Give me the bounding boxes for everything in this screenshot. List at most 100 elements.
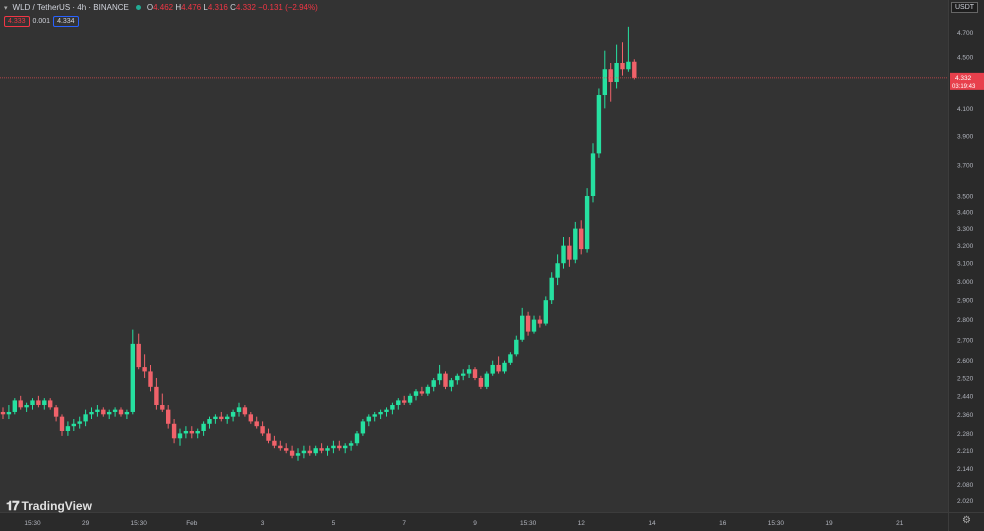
candle[interactable] xyxy=(219,411,224,422)
candle[interactable] xyxy=(260,421,265,436)
candle[interactable] xyxy=(0,407,6,420)
candle[interactable] xyxy=(413,389,419,401)
candle[interactable] xyxy=(236,402,242,417)
candle[interactable] xyxy=(307,445,312,456)
candle[interactable] xyxy=(390,402,395,415)
candle[interactable] xyxy=(525,311,531,336)
candle[interactable] xyxy=(354,430,360,446)
candle[interactable] xyxy=(396,398,401,410)
candle[interactable] xyxy=(30,398,35,410)
candle[interactable] xyxy=(284,443,289,454)
candle[interactable] xyxy=(225,414,230,424)
candle[interactable] xyxy=(319,443,324,454)
candle[interactable] xyxy=(537,315,543,328)
candle[interactable] xyxy=(83,409,88,427)
candle[interactable] xyxy=(590,143,596,203)
price-axis[interactable]: 4.9004.7004.5004.3004.1003.9003.7003.500… xyxy=(948,0,984,512)
candle[interactable] xyxy=(419,386,425,396)
candle[interactable] xyxy=(579,220,584,255)
candle[interactable] xyxy=(24,402,29,412)
settings-gear-icon[interactable]: ⚙ xyxy=(962,515,971,526)
candle[interactable] xyxy=(455,373,460,385)
candle[interactable] xyxy=(555,254,560,286)
candle[interactable] xyxy=(154,377,159,410)
candle[interactable] xyxy=(166,405,171,429)
candle[interactable] xyxy=(6,405,12,420)
candle[interactable] xyxy=(360,419,366,436)
candle[interactable] xyxy=(626,26,631,72)
candle[interactable] xyxy=(160,393,165,412)
candle[interactable] xyxy=(502,360,507,374)
candle[interactable] xyxy=(183,426,189,439)
candle[interactable] xyxy=(608,62,613,102)
candle[interactable] xyxy=(142,354,147,378)
candle[interactable] xyxy=(337,440,342,451)
candle[interactable] xyxy=(18,395,23,410)
candle[interactable] xyxy=(466,364,472,378)
candle[interactable] xyxy=(101,407,106,417)
currency-selector[interactable]: USDT xyxy=(951,2,979,13)
candle[interactable] xyxy=(531,315,537,334)
candle[interactable] xyxy=(213,414,218,424)
candle[interactable] xyxy=(620,42,625,76)
candle[interactable] xyxy=(584,188,590,253)
candle[interactable] xyxy=(89,407,94,420)
candle[interactable] xyxy=(266,428,271,444)
candle[interactable] xyxy=(602,50,607,109)
candle[interactable] xyxy=(48,398,53,410)
candle[interactable] xyxy=(366,414,371,427)
candle[interactable] xyxy=(561,237,566,269)
candle[interactable] xyxy=(124,409,130,420)
candle[interactable] xyxy=(53,405,59,422)
candle[interactable] xyxy=(242,405,248,417)
candle[interactable] xyxy=(272,435,277,449)
candle[interactable] xyxy=(36,395,41,408)
candle[interactable] xyxy=(59,414,65,436)
candle[interactable] xyxy=(490,360,495,376)
candle[interactable] xyxy=(384,407,389,417)
candle[interactable] xyxy=(343,443,348,454)
candle[interactable] xyxy=(95,405,100,417)
candle[interactable] xyxy=(301,445,307,459)
candle[interactable] xyxy=(313,445,318,456)
candle[interactable] xyxy=(508,352,513,365)
candle[interactable] xyxy=(496,356,501,374)
candle[interactable] xyxy=(543,296,548,326)
candle[interactable] xyxy=(325,445,330,456)
candle[interactable] xyxy=(632,59,637,80)
candle[interactable] xyxy=(514,335,519,357)
candle[interactable] xyxy=(289,445,295,459)
candle[interactable] xyxy=(254,416,259,429)
candle[interactable] xyxy=(148,364,153,392)
candle[interactable] xyxy=(230,409,236,422)
candle[interactable] xyxy=(130,329,135,415)
candle[interactable] xyxy=(177,428,183,446)
ask-price[interactable]: 4.334 xyxy=(53,16,79,27)
candle[interactable] xyxy=(437,364,442,385)
candle[interactable] xyxy=(372,411,377,422)
candle[interactable] xyxy=(443,371,448,390)
candle[interactable] xyxy=(201,421,206,436)
candle[interactable] xyxy=(431,377,436,392)
candle[interactable] xyxy=(596,88,602,158)
bid-price[interactable]: 4.333 xyxy=(4,16,30,27)
candle[interactable] xyxy=(407,393,413,406)
candle[interactable] xyxy=(331,440,336,454)
candle[interactable] xyxy=(425,384,430,396)
chart-pane[interactable] xyxy=(0,0,948,512)
candle[interactable] xyxy=(614,44,619,89)
candle[interactable] xyxy=(461,369,466,381)
candle[interactable] xyxy=(378,409,383,420)
candle[interactable] xyxy=(549,272,554,305)
candle[interactable] xyxy=(189,426,194,439)
candle[interactable] xyxy=(484,371,489,390)
candle[interactable] xyxy=(449,377,454,392)
candle[interactable] xyxy=(195,428,200,439)
collapse-chevron-icon[interactable]: ▾ xyxy=(4,4,8,12)
candle[interactable] xyxy=(472,367,478,381)
candle[interactable] xyxy=(478,375,484,390)
symbol-title[interactable]: WLD / TetherUS · 4h · BINANCE xyxy=(12,3,129,12)
candle[interactable] xyxy=(65,421,71,436)
candlestick-chart[interactable] xyxy=(0,0,948,512)
candle[interactable] xyxy=(207,416,212,429)
